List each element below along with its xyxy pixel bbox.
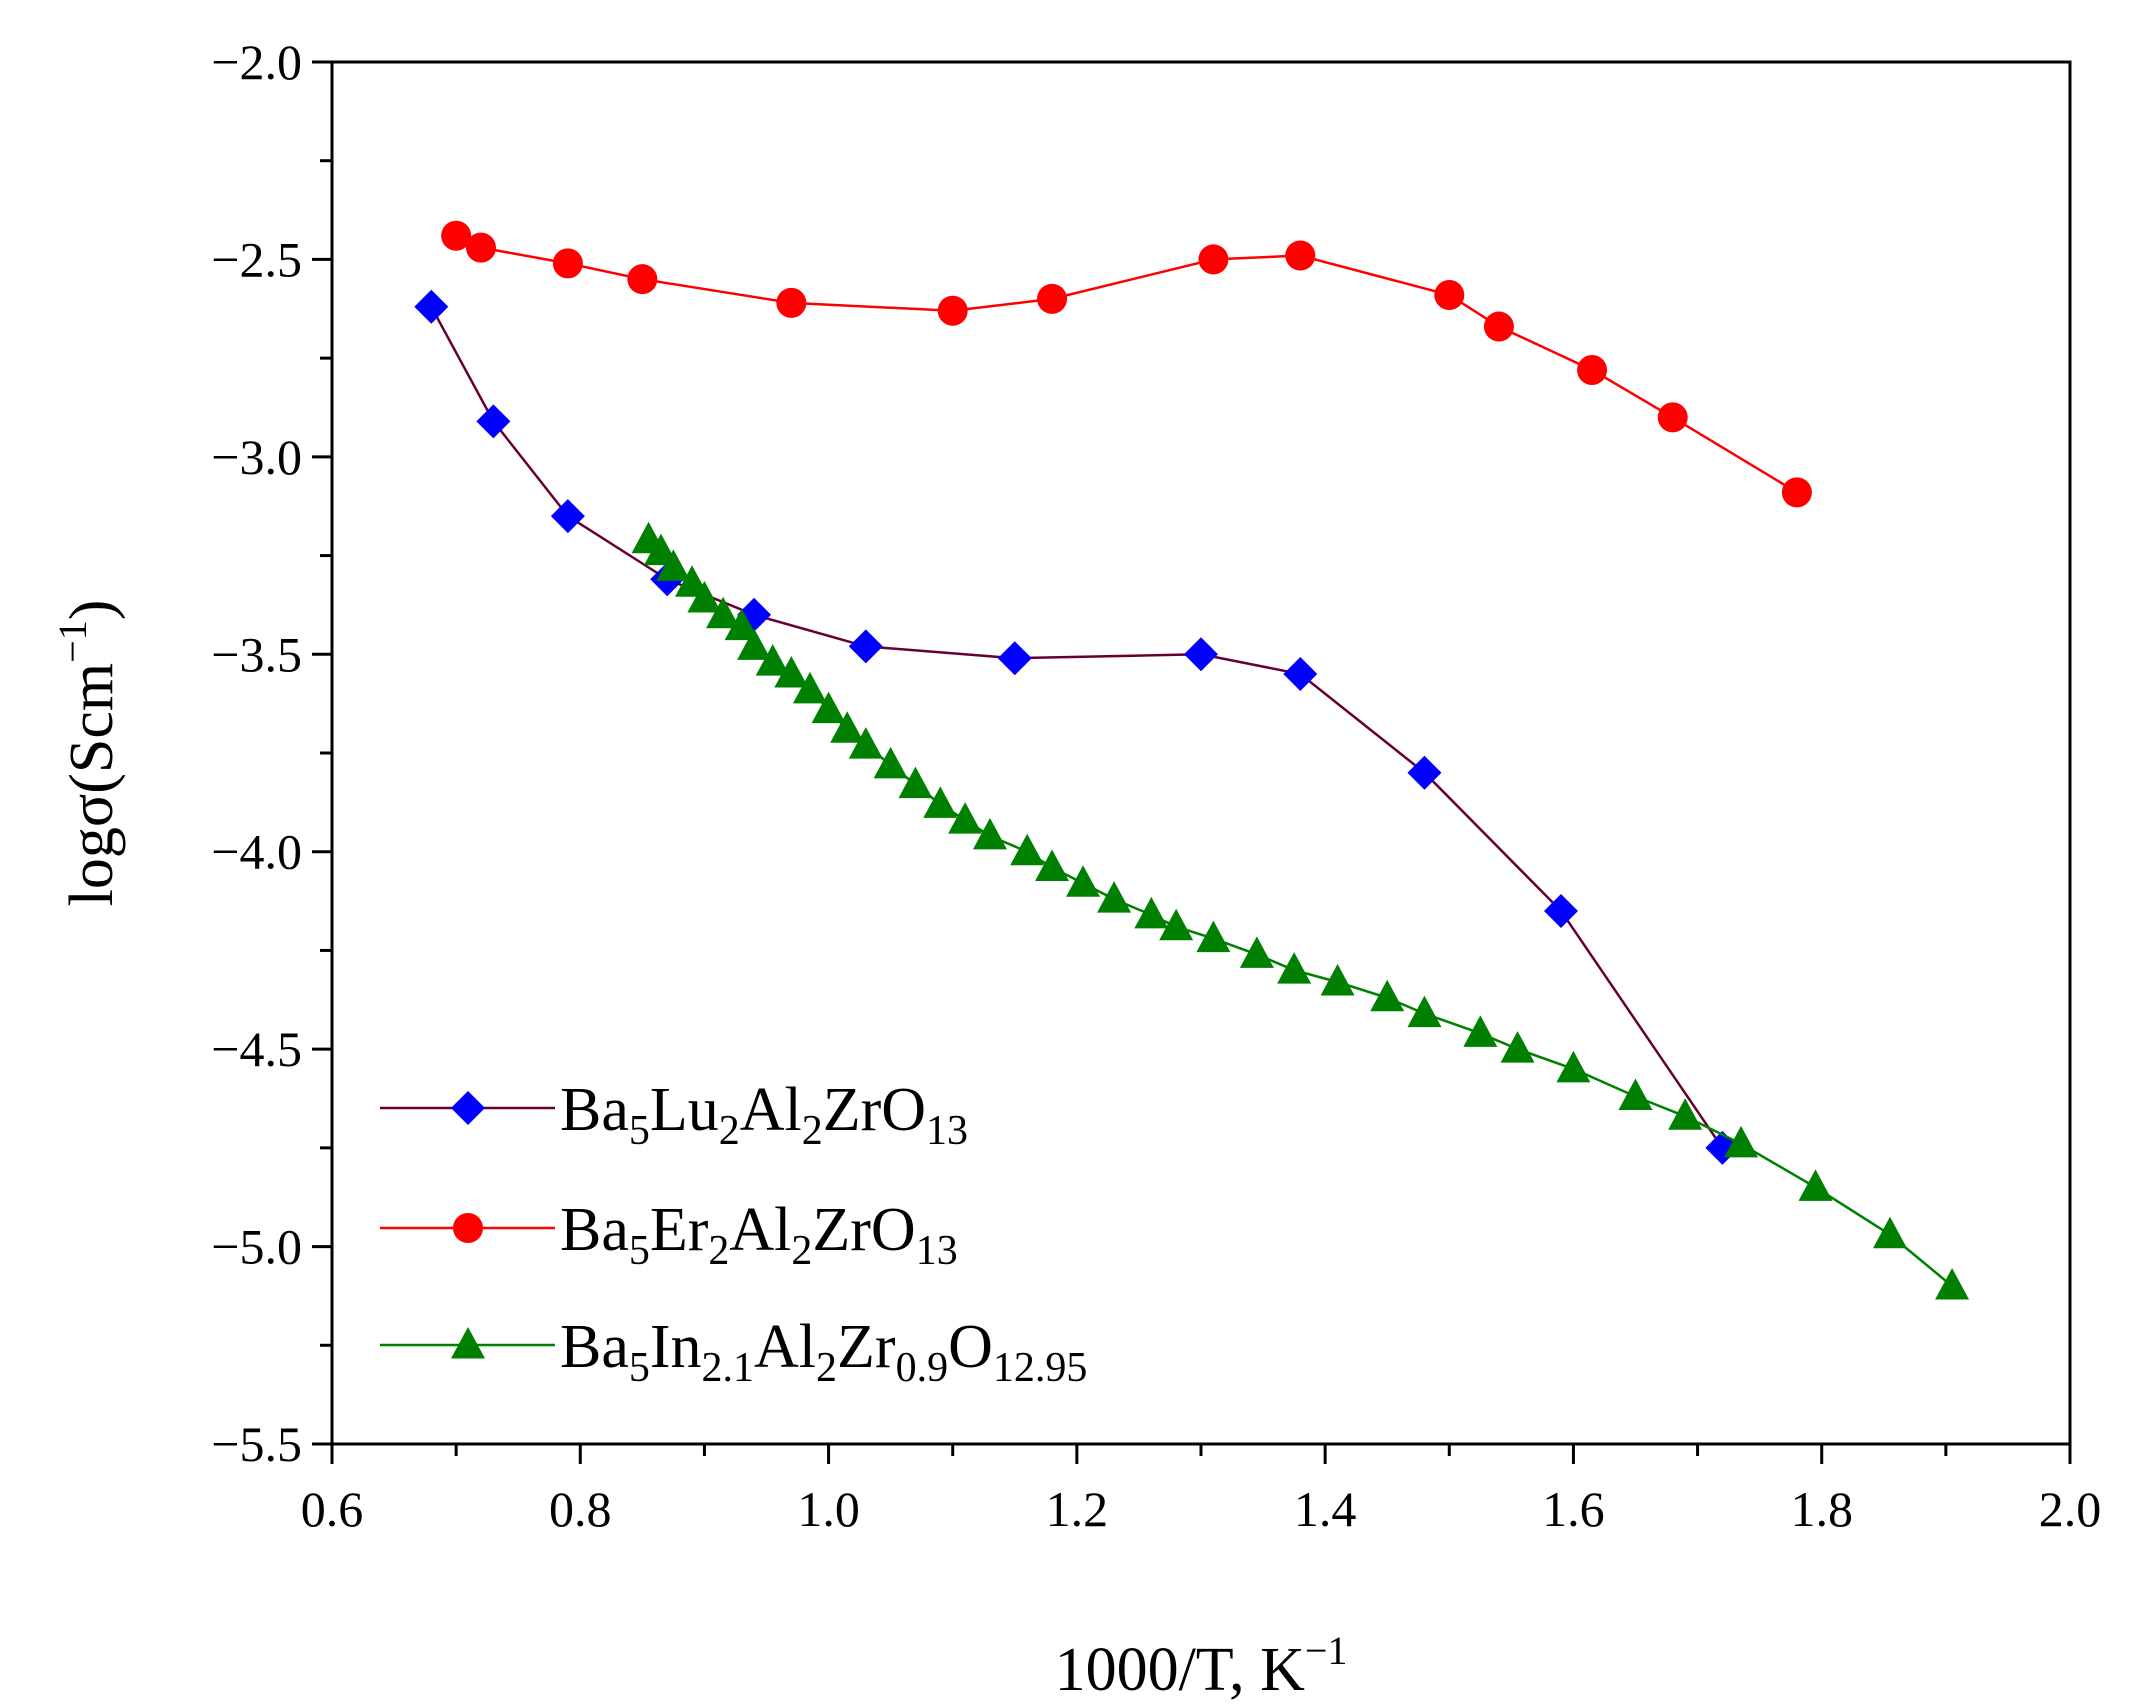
data-point-er — [552, 248, 583, 279]
legend-item-lu: Ba5Lu2Al2ZrO13 — [380, 1076, 968, 1154]
x-axis-title: 1000/T, K−1 — [1055, 1628, 1348, 1704]
data-point-lu — [476, 404, 511, 439]
legend-label-er: Ba5Er2Al2ZrO13 — [560, 1196, 958, 1274]
data-point-in — [656, 549, 691, 581]
data-point-in — [1320, 964, 1355, 996]
data-point-in — [848, 727, 883, 759]
data-point-in — [1798, 1169, 1833, 1201]
data-point-er — [441, 220, 472, 251]
data-point-in — [1935, 1268, 1970, 1300]
data-point-er — [1483, 311, 1514, 342]
data-point-in — [737, 628, 772, 660]
legend-marker-in — [451, 1327, 485, 1359]
y-tick-label: −2.0 — [211, 34, 302, 90]
data-point-in — [1010, 833, 1045, 866]
data-point-er — [1657, 402, 1688, 433]
x-tick-label: 0.8 — [549, 1481, 612, 1537]
data-point-in — [1668, 1098, 1703, 1130]
data-point-er — [1781, 477, 1812, 508]
data-point-in — [1618, 1078, 1653, 1111]
legend-item-in: Ba5In2.1Al2Zr0.9O12.95 — [380, 1313, 1087, 1391]
legend-label-in: Ba5In2.1Al2Zr0.9O12.95 — [560, 1313, 1087, 1391]
data-point-in — [1407, 995, 1442, 1028]
data-point-in — [811, 691, 846, 724]
data-point-in — [873, 746, 908, 779]
data-point-er — [1198, 244, 1229, 275]
legend-marker-er — [453, 1213, 483, 1243]
data-point-er — [776, 287, 807, 318]
data-point-in — [1500, 1031, 1535, 1063]
data-point-lu — [1544, 893, 1579, 928]
x-tick-label: 1.4 — [1294, 1481, 1357, 1537]
data-point-lu — [997, 641, 1032, 676]
legend: Ba5Lu2Al2ZrO13 Ba5Er2Al2ZrO13 Ba5In2.1Al2Z… — [380, 1076, 1087, 1391]
legend-marker-lu — [451, 1091, 485, 1125]
data-point-in — [830, 711, 865, 743]
data-point-in — [1556, 1050, 1591, 1083]
axis-tick-labels: 0.6 0.8 1.0 1.2 1.4 1.6 1.8 2.0 −2.0 −2.5 −3.0 −3.5… — [211, 34, 2101, 1537]
data-point-in — [1370, 979, 1405, 1012]
data-point-in — [1159, 908, 1194, 941]
y-tick-label: −4.5 — [211, 1021, 302, 1077]
data-point-in — [706, 596, 741, 629]
x-tick-label: 1.2 — [1046, 1481, 1109, 1537]
data-point-er — [1577, 354, 1608, 385]
x-tick-label: 1.8 — [1790, 1481, 1853, 1537]
data-point-er — [627, 264, 658, 295]
x-tick-label: 0.6 — [301, 1481, 364, 1537]
data-point-in — [923, 786, 958, 818]
series-lu — [414, 289, 1740, 1165]
series-layer — [414, 220, 1970, 1300]
data-point-lu — [1184, 637, 1218, 672]
data-point-in — [1463, 1015, 1498, 1047]
data-point-in — [1134, 896, 1169, 929]
data-point-in — [1724, 1125, 1759, 1158]
data-point-lu — [1407, 755, 1442, 790]
y-tick-label: −3.5 — [211, 626, 302, 682]
data-point-in — [755, 644, 790, 676]
y-tick-label: −2.5 — [211, 231, 302, 287]
data-point-in — [1277, 952, 1312, 984]
data-point-in — [898, 766, 933, 799]
data-point-in — [1872, 1216, 1907, 1249]
x-tick-label: 1.0 — [797, 1481, 860, 1537]
data-point-er — [1037, 283, 1068, 314]
data-point-in — [774, 656, 809, 688]
data-point-lu — [414, 289, 449, 324]
data-point-in — [1196, 920, 1231, 953]
data-point-in — [948, 802, 983, 834]
legend-item-er: Ba5Er2Al2ZrO13 — [380, 1196, 958, 1274]
x-tick-label: 2.0 — [2039, 1481, 2102, 1537]
data-point-in — [1066, 865, 1101, 897]
series-in — [631, 521, 1970, 1300]
data-point-in — [792, 671, 827, 704]
data-point-in — [724, 608, 759, 641]
y-tick-label: −3.0 — [211, 429, 302, 485]
y-axis-title: logσ(Scm−1) — [50, 600, 126, 907]
series-er — [441, 220, 1812, 508]
data-point-in — [1239, 936, 1274, 968]
data-point-lu — [550, 499, 585, 534]
series-line-in — [647, 538, 1953, 1288]
data-point-er — [1285, 240, 1316, 271]
data-point-in — [972, 817, 1007, 850]
axis-ticks — [312, 60, 2072, 1464]
data-point-lu — [1283, 657, 1318, 692]
y-tick-label: −4.0 — [211, 824, 302, 880]
data-point-in — [1035, 849, 1070, 882]
data-point-er — [937, 295, 968, 326]
data-point-er — [465, 232, 496, 263]
y-tick-label: −5.0 — [211, 1219, 302, 1275]
y-tick-label: −5.5 — [211, 1416, 302, 1472]
legend-label-lu: Ba5Lu2Al2ZrO13 — [560, 1076, 968, 1154]
x-tick-label: 1.6 — [1542, 1481, 1605, 1537]
data-point-er — [1434, 279, 1465, 310]
series-line-lu — [430, 306, 1724, 1149]
data-point-in — [1097, 881, 1132, 913]
data-point-lu — [848, 629, 883, 664]
data-point-in — [687, 581, 722, 613]
